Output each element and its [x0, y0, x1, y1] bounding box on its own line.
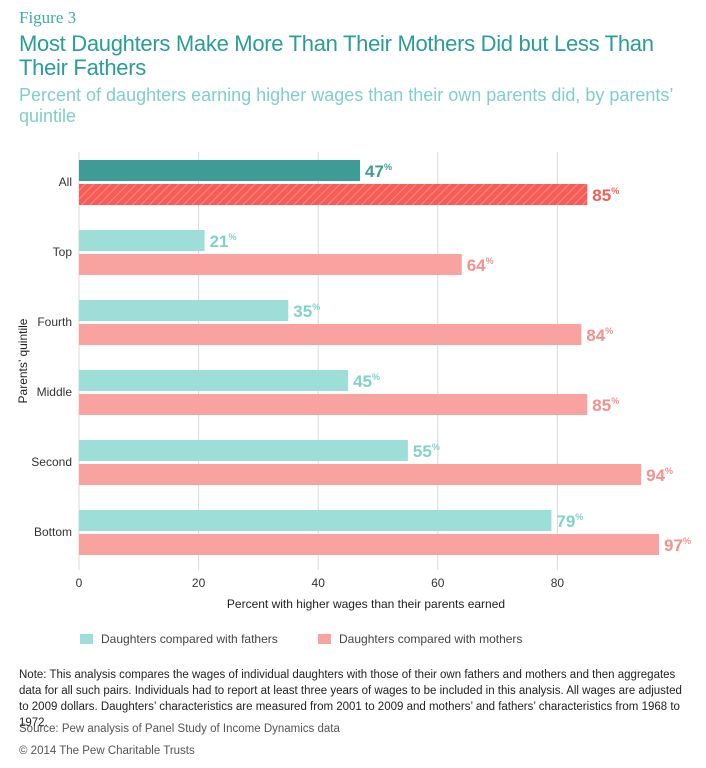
data-label: 85%	[592, 396, 619, 415]
bar-chart: 0 20 40 60 80 Percent with higher wages than …	[16, 152, 691, 611]
legend-item-mothers: Daughters compared with mothers	[318, 632, 522, 646]
bar-mothers-top	[79, 254, 462, 275]
bar-mothers-bottom	[79, 534, 660, 555]
bar-fathers-all	[79, 160, 361, 181]
legend-label-fathers: Daughters compared with fathers	[101, 632, 278, 646]
data-label: 84%	[586, 326, 613, 345]
data-label: 79%	[556, 512, 583, 531]
bar-fathers-bottom	[79, 510, 552, 531]
category-label: Second	[31, 455, 72, 469]
x-tick-label: 60	[431, 576, 445, 590]
legend-label-mothers: Daughters compared with mothers	[339, 632, 523, 646]
bar-mothers-fourth	[79, 324, 582, 345]
bar-mothers-second	[79, 464, 642, 485]
legend-swatch-fathers	[80, 634, 93, 644]
data-label: 94%	[646, 466, 673, 485]
footnote: Note: This analysis compares the wages o…	[19, 669, 682, 729]
legend-swatch-mothers	[318, 634, 331, 644]
data-label: 35%	[293, 302, 320, 321]
legend-item-fathers: Daughters compared with fathers	[80, 632, 278, 646]
chart-subtitle: Percent of daughters earning higher wage…	[19, 85, 673, 126]
bar-fathers-middle	[79, 370, 349, 391]
data-label: 97%	[664, 536, 691, 555]
data-label: 47%	[365, 162, 392, 181]
data-label: 55%	[413, 442, 440, 461]
y-axis-label: Parents’ quintile	[16, 318, 30, 403]
bar-fathers-second	[79, 440, 408, 461]
bar-mothers-all	[79, 184, 588, 205]
bar-fathers-top	[79, 230, 205, 251]
x-tick-label: 20	[192, 576, 206, 590]
x-tick-label: 80	[551, 576, 565, 590]
data-label: 64%	[467, 256, 494, 275]
data-label: 21%	[210, 232, 237, 251]
category-label: Middle	[37, 385, 73, 399]
figure-label: Figure 3	[19, 8, 77, 27]
copyright-line: © 2014 The Pew Charitable Trusts	[19, 745, 195, 757]
data-label: 45%	[353, 372, 380, 391]
data-label: 85%	[592, 186, 619, 205]
chart-title: Most Daughters Make More Than Their Moth…	[19, 31, 654, 80]
category-label: Fourth	[37, 315, 72, 329]
source-line: Source: Pew analysis of Panel Study of I…	[19, 723, 340, 735]
bar-mothers-middle	[79, 394, 588, 415]
x-axis-label: Percent with higher wages than their par…	[227, 597, 505, 611]
category-label: All	[59, 175, 72, 189]
bar-fathers-fourth	[79, 300, 289, 321]
category-label: Top	[53, 245, 73, 259]
x-tick-label: 0	[76, 576, 83, 590]
x-tick-label: 40	[312, 576, 326, 590]
category-label: Bottom	[34, 525, 72, 539]
